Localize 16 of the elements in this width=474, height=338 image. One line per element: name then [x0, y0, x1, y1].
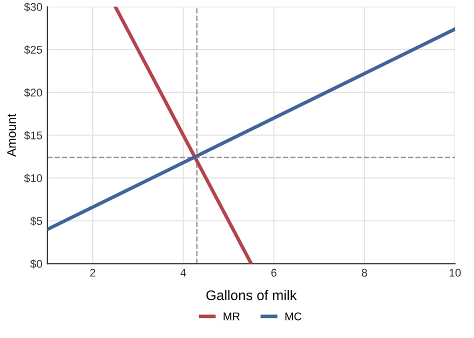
x-tick-label: 4	[180, 268, 186, 277]
y-tick-label: $30	[24, 2, 42, 12]
y-tick-label: $15	[24, 131, 42, 140]
y-tick-label: $25	[24, 45, 42, 54]
y-tick-label: $5	[30, 216, 42, 226]
legend-label: MC	[285, 312, 302, 320]
y-tick-label: $10	[24, 174, 42, 183]
legend-label: MR	[224, 312, 240, 320]
x-tick-label: 10	[450, 268, 461, 277]
y-tick-label: $20	[24, 88, 42, 98]
y-tick-label: $0	[30, 259, 42, 268]
y-axis-title: Amount	[7, 114, 16, 157]
x-tick-label: 2	[90, 268, 96, 277]
x-tick-label: 6	[271, 268, 276, 277]
x-axis-title: Gallons of milk	[206, 290, 297, 300]
x-tick-label: 8	[362, 268, 368, 277]
